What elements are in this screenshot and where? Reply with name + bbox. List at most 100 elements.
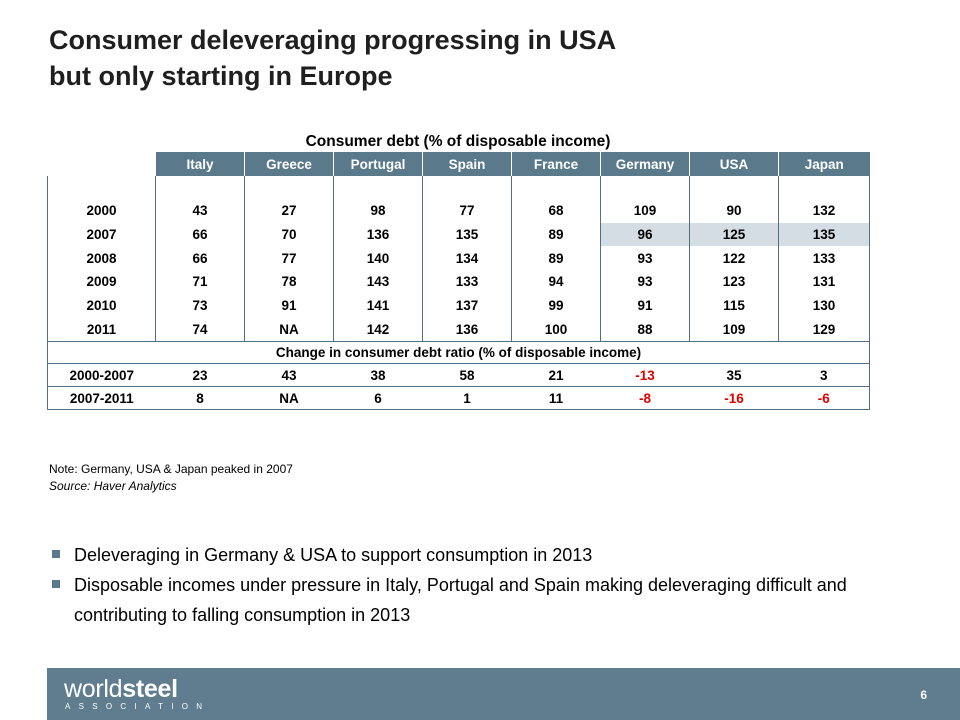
cell-usa: 123	[689, 270, 779, 294]
cell-japan: 129	[778, 317, 870, 343]
change-france: 11	[511, 386, 601, 411]
cell-spain: 133	[422, 270, 512, 294]
change-portugal: 38	[333, 363, 423, 388]
change-usa: -16	[689, 386, 779, 411]
bullet-text: Disposable incomes under pressure in Ita…	[74, 575, 847, 625]
cell-japan: 132	[778, 199, 870, 223]
row-year: 2011	[47, 317, 156, 343]
cell-portugal: 98	[333, 199, 423, 223]
change-spain: 58	[422, 363, 512, 388]
cell-greece: 27	[244, 199, 334, 223]
change-row: 2007-2011 8 NA 6 1 11 -8 -16 -6	[47, 386, 870, 411]
source-text: Source: Haver Analytics	[49, 479, 177, 493]
logo-association: ASSOCIATION	[65, 702, 211, 711]
footer-bar: worldsteel ASSOCIATION 6	[47, 668, 960, 720]
change-row: 2000-2007 23 43 38 58 21 -13 35 3	[47, 363, 870, 388]
bullet-list: Deleveraging in Germany & USA to support…	[49, 540, 879, 630]
header-italy: Italy	[155, 152, 245, 176]
header-france: France	[511, 152, 601, 176]
cell-japan: 133	[778, 246, 870, 271]
table-row: 2007 66 70 136 135 89 96 125 135	[47, 222, 870, 247]
table-row: 2008 66 77 140 134 89 93 122 133	[47, 246, 870, 271]
header-spain: Spain	[422, 152, 512, 176]
cell-japan: 131	[778, 270, 870, 294]
cell-france: 100	[511, 317, 601, 343]
header-greece: Greece	[244, 152, 334, 176]
cell-greece: 91	[244, 293, 334, 318]
cell-usa: 122	[689, 246, 779, 271]
cell-spain: 137	[422, 293, 512, 318]
cell-germany: 91	[600, 293, 690, 318]
table-caption: Consumer debt (% of disposable income)	[305, 133, 611, 150]
change-italy: 8	[155, 386, 245, 411]
cell-japan-peak: 135	[778, 222, 870, 247]
cell-usa: 115	[689, 293, 779, 318]
logo-steel: steel	[122, 675, 178, 703]
cell-greece: NA	[244, 317, 334, 343]
cell-france: 68	[511, 199, 601, 223]
change-greece: NA	[244, 386, 334, 411]
square-bullet-icon	[52, 580, 60, 588]
change-italy: 23	[155, 363, 245, 388]
cell-portugal: 143	[333, 270, 423, 294]
change-germany: -13	[600, 363, 690, 388]
cell-germany: 93	[600, 270, 690, 294]
slide-title: Consumer deleveraging progressing in USA…	[49, 22, 909, 94]
header-corner	[47, 152, 156, 176]
bullet-item: Disposable incomes under pressure in Ita…	[49, 570, 879, 630]
change-germany: -8	[600, 386, 690, 411]
change-spain: 1	[422, 386, 512, 411]
cell-germany: 93	[600, 246, 690, 271]
cell-portugal: 140	[333, 246, 423, 271]
table-row: 2011 74 NA 142 136 100 88 109 129	[47, 317, 870, 343]
cell-usa: 90	[689, 199, 779, 223]
change-japan: -6	[778, 386, 870, 411]
change-france: 21	[511, 363, 601, 388]
cell-italy: 66	[155, 246, 245, 271]
cell-france: 89	[511, 246, 601, 271]
page-number: 6	[920, 688, 927, 702]
table-spacer-row	[47, 176, 870, 199]
change-period: 2000-2007	[47, 363, 156, 388]
cell-spain: 77	[422, 199, 512, 223]
title-line-1: Consumer deleveraging progressing in USA	[49, 25, 617, 55]
cell-france: 94	[511, 270, 601, 294]
cell-spain: 134	[422, 246, 512, 271]
row-year: 2008	[47, 246, 156, 271]
change-japan: 3	[778, 363, 870, 388]
header-portugal: Portugal	[333, 152, 423, 176]
cell-italy: 74	[155, 317, 245, 343]
cell-germany: 88	[600, 317, 690, 343]
cell-greece: 70	[244, 222, 334, 247]
square-bullet-icon	[52, 550, 60, 558]
table-row: 2000 43 27 98 77 68 109 90 132	[47, 199, 870, 223]
table-header-row: Italy Greece Portugal Spain France Germa…	[47, 152, 870, 176]
cell-germany-peak: 96	[600, 222, 690, 247]
row-year: 2009	[47, 270, 156, 294]
cell-france: 89	[511, 222, 601, 247]
table-note: Note: Germany, USA & Japan peaked in 200…	[49, 461, 293, 495]
row-year: 2007	[47, 222, 156, 247]
cell-italy: 71	[155, 270, 245, 294]
header-japan: Japan	[778, 152, 870, 176]
row-year: 2010	[47, 293, 156, 318]
change-subtitle-row: Change in consumer debt ratio (% of disp…	[47, 341, 870, 365]
change-usa: 35	[689, 363, 779, 388]
consumer-debt-table: Italy Greece Portugal Spain France Germa…	[47, 152, 870, 411]
cell-france: 99	[511, 293, 601, 318]
cell-spain: 136	[422, 317, 512, 343]
change-subtitle: Change in consumer debt ratio (% of disp…	[47, 341, 870, 365]
worldsteel-logo: worldsteel	[64, 675, 178, 704]
change-greece: 43	[244, 363, 334, 388]
bullet-text: Deleveraging in Germany & USA to support…	[74, 545, 593, 565]
cell-usa: 109	[689, 317, 779, 343]
bullet-item: Deleveraging in Germany & USA to support…	[49, 540, 879, 570]
header-germany: Germany	[600, 152, 690, 176]
title-line-2: but only starting in Europe	[49, 61, 393, 91]
note-text: Note: Germany, USA & Japan peaked in 200…	[49, 462, 293, 476]
row-year: 2000	[47, 199, 156, 223]
logo-world: world	[64, 675, 123, 703]
cell-spain: 135	[422, 222, 512, 247]
cell-portugal: 142	[333, 317, 423, 343]
cell-usa-peak: 125	[689, 222, 779, 247]
